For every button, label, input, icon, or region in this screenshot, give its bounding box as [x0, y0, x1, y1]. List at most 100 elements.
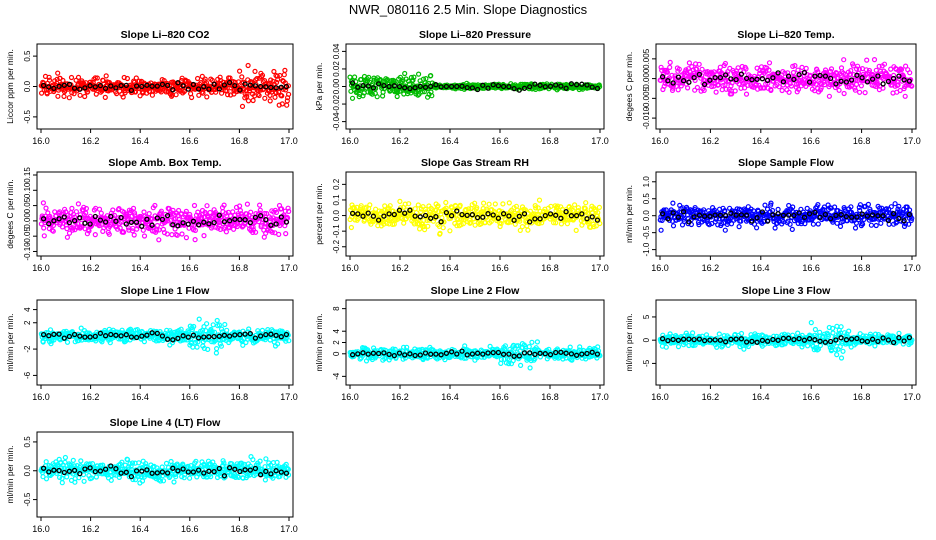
data-point	[571, 202, 578, 208]
data-point	[808, 320, 814, 326]
x-tick-label: 16.2	[702, 392, 720, 402]
data-point	[214, 317, 220, 324]
data-point	[40, 200, 47, 206]
data-point	[517, 362, 524, 368]
data-point	[196, 316, 202, 322]
x-tick-label: 17.0	[280, 136, 298, 146]
data-point	[416, 71, 422, 77]
data-point	[394, 93, 400, 100]
data-point	[54, 76, 60, 82]
data-point	[73, 209, 80, 215]
mean-point	[128, 87, 135, 94]
data-point	[248, 84, 254, 91]
x-tick-label: 17.0	[903, 136, 921, 146]
data-point	[245, 62, 251, 69]
data-point	[803, 65, 809, 72]
data-point	[506, 200, 512, 206]
y-tick-label: 0	[332, 351, 341, 356]
x-tick-label: 16.4	[131, 392, 149, 402]
data-point	[776, 84, 782, 90]
mean-point	[775, 211, 781, 217]
y-tick-label: 0.05	[23, 197, 32, 213]
data-point	[743, 91, 750, 97]
data-point	[82, 93, 88, 100]
y-axis-label: ml/min per min.	[5, 313, 15, 371]
data-point	[137, 93, 143, 99]
data-point	[909, 83, 915, 89]
data-point	[892, 201, 898, 207]
data-point	[762, 202, 768, 208]
data-point	[204, 203, 210, 209]
data-point	[257, 202, 263, 208]
data-point	[244, 201, 250, 207]
mean-point	[159, 81, 166, 88]
data-point	[856, 89, 863, 95]
mean-point	[170, 87, 176, 93]
data-point	[41, 233, 47, 239]
data-point	[852, 225, 859, 231]
data-point	[276, 231, 282, 237]
data-point	[77, 92, 83, 98]
data-point	[213, 89, 219, 95]
panel-6: Slope Sample Flow-1.0-0.50.00.51.0ml/min…	[624, 157, 921, 273]
data-point	[219, 90, 225, 96]
data-point	[360, 93, 366, 99]
data-point	[41, 225, 47, 231]
data-point	[169, 232, 175, 238]
data-point	[498, 360, 504, 366]
data-point	[411, 74, 417, 80]
data-point	[365, 89, 371, 95]
panel-title: Slope Line 2 Flow	[431, 285, 521, 297]
mean-point	[584, 216, 590, 222]
data-point	[279, 101, 285, 107]
data-point	[224, 327, 230, 333]
mean-point	[796, 210, 802, 216]
data-point	[527, 365, 533, 371]
mean-point	[722, 213, 729, 219]
x-tick-label: 16.2	[82, 392, 100, 402]
mean-point	[185, 221, 191, 227]
data-point	[799, 64, 805, 71]
data-point	[880, 85, 886, 91]
data-point	[55, 70, 61, 76]
data-point	[423, 75, 429, 82]
mean-point	[66, 81, 73, 88]
data-point	[766, 60, 773, 66]
data-point	[117, 225, 123, 231]
data-point	[83, 205, 90, 212]
data-point	[146, 211, 152, 217]
mean-point	[417, 214, 423, 220]
mean-point	[273, 85, 279, 91]
mean-point	[785, 212, 792, 218]
y-axis-label: degees C per min.	[624, 52, 634, 121]
data-point	[179, 231, 185, 237]
data-point	[728, 91, 735, 97]
x-tick-label: 16.2	[702, 263, 720, 273]
data-point	[194, 344, 200, 350]
y-axis-label: ml/min per min.	[624, 185, 634, 243]
data-point	[868, 222, 875, 228]
data-point	[865, 201, 872, 207]
y-tick-label: 0.000	[642, 68, 651, 89]
data-point	[779, 87, 785, 94]
data-point	[415, 202, 421, 208]
x-tick-label: 17.0	[280, 392, 298, 402]
mean-point	[108, 331, 114, 338]
mean-point	[92, 213, 98, 220]
data-point	[223, 229, 229, 235]
data-point	[131, 232, 137, 238]
data-point	[68, 74, 75, 81]
mean-point	[686, 79, 692, 85]
y-tick-label: 0.10	[23, 182, 32, 198]
mean-point	[77, 215, 83, 221]
data-point	[96, 206, 103, 212]
data-point	[259, 327, 265, 333]
mean-point	[252, 83, 259, 89]
y-axis-label: ml/min per min.	[624, 313, 634, 371]
data-point	[254, 75, 260, 82]
mean-point	[154, 83, 160, 89]
x-tick-label: 17.0	[591, 136, 609, 146]
mean-point	[149, 83, 155, 89]
